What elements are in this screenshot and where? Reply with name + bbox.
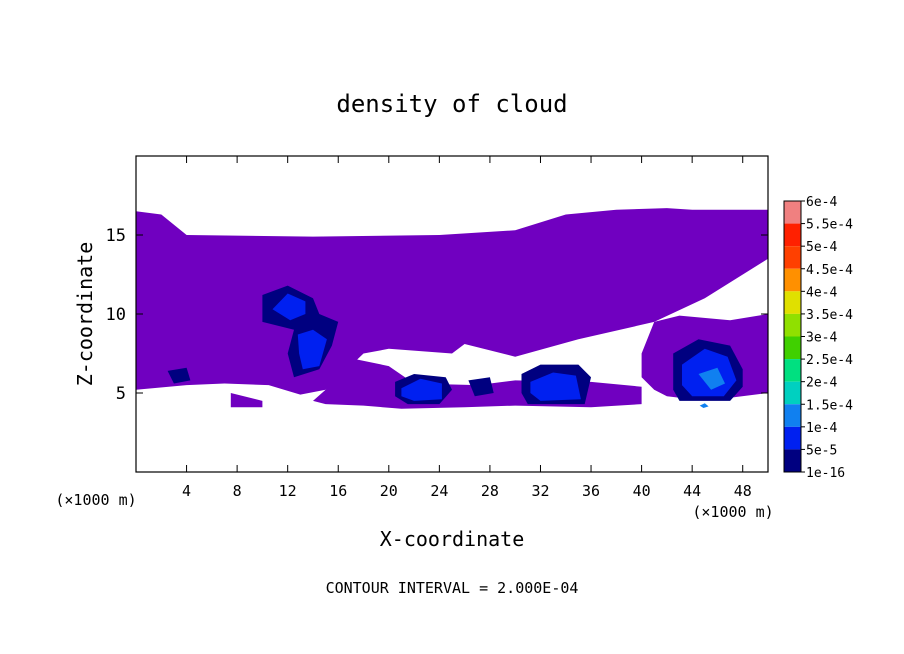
x-tick-label: 32 [531,482,549,500]
colorbar-swatch [784,223,801,247]
contour-region-3 [230,393,263,408]
x-tick-label: 48 [734,482,752,500]
colorbar-swatch [784,381,801,405]
x-unit-right: (×1000 m) [692,503,773,521]
colorbar-label: 1e-16 [806,466,845,481]
contour-region-11 [297,329,327,370]
colorbar-swatch [784,291,801,314]
colorbar-label: 2.5e-4 [806,353,853,368]
colorbar-swatch [784,313,801,337]
contour-region-9 [468,377,494,397]
colorbar-swatch [784,201,801,224]
colorbar-swatch [784,404,801,427]
colorbar-label: 4e-4 [806,285,837,300]
colorbar-swatch [784,268,801,292]
colorbar-swatch [784,336,801,360]
colorbar-label: 2e-4 [806,376,837,391]
contour-regions [136,208,768,409]
colorbar-swatch [784,246,801,269]
colorbar-label: 5e-5 [806,443,837,458]
contour-region-13 [530,372,581,401]
colorbar-label: 1.5e-4 [806,398,853,413]
colorbar-label: 5e-4 [806,240,837,255]
contour-region-10 [272,293,306,321]
x-tick-label: 12 [279,482,297,500]
contour-region-15 [698,367,725,390]
contour-region-16 [699,403,709,408]
y-tick-label: 5 [116,384,126,404]
x-tick-label: 40 [633,482,651,500]
x-axis-label: X-coordinate [380,527,525,551]
y-tick-label: 15 [106,226,126,246]
x-tick-label: 44 [683,482,701,500]
x-tick-label: 4 [182,482,191,500]
x-tick-label: 24 [430,482,448,500]
colorbar-label: 5.5e-4 [806,218,853,233]
colorbar-label: 6e-4 [806,195,837,210]
chart-title: density of cloud [336,90,567,118]
colorbar-label: 3e-4 [806,331,837,346]
colorbar-label: 1e-4 [806,421,837,436]
x-tick-label: 36 [582,482,600,500]
x-tick-label: 16 [329,482,347,500]
x-unit-left: (×1000 m) [55,491,136,509]
contour-region-12 [401,378,442,401]
y-tick-label: 10 [106,305,126,325]
y-axis-label: Z-coordinate [73,242,97,387]
colorbar-swatch [784,426,801,450]
x-tick-label: 28 [481,482,499,500]
colorbar-swatch [784,449,801,472]
colorbar-legend: 6e-4 5.5e-4 5e-4 4.5e-4 4e-4 3.5e-4 3e-4 2.5e-4… [783,195,853,481]
contour-interval-note: CONTOUR INTERVAL = 2.000E-04 [326,579,579,597]
x-tick-label: 20 [380,482,398,500]
colorbar-swatch [784,359,801,382]
x-tick-label: 8 [233,482,242,500]
colorbar-label: 4.5e-4 [806,263,853,278]
contour-region-8 [167,367,191,384]
colorbar-label: 3.5e-4 [806,308,853,323]
